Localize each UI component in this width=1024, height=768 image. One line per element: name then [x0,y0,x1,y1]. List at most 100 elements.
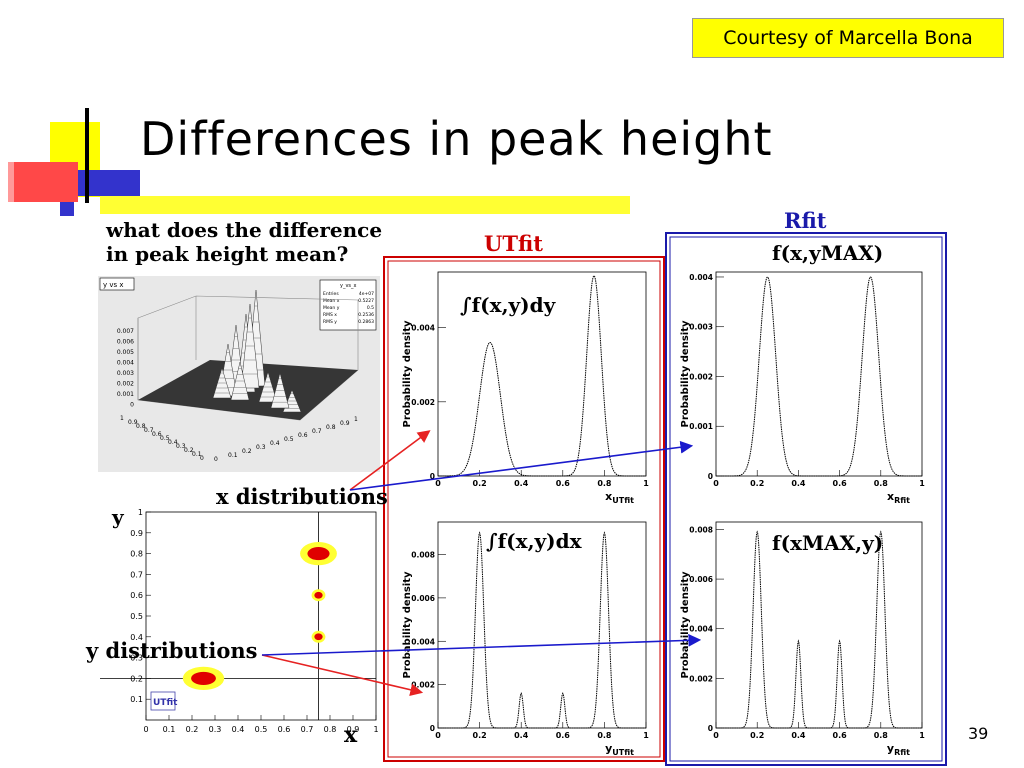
x-tick-label: 0 [435,731,441,740]
contour-region-inner [314,591,323,599]
x-tick-label: 0.6 [556,731,571,740]
x-tick-label: 0.6 [833,731,848,740]
lego-z-tick: 0.002 [117,381,134,388]
y-tick-label: 0.004 [689,625,713,634]
arrow-y-utfit [261,654,424,697]
page-number: 39 [968,724,989,743]
x-tick-label: 0.8 [597,731,612,740]
lego-stat-value: 0.2536 [358,312,374,318]
contour-logo-box [150,691,176,711]
lego-stat-value: 0.5 [367,305,374,311]
density-curve [438,531,646,729]
y-axis-label: Probability density [680,571,691,678]
density-curve [438,275,646,477]
lego-stats-title: y_vs_x [340,283,357,289]
lego-x-tick: 0.8 [326,424,336,431]
contour-x-tick: 0.3 [209,725,222,734]
lego-stat-key: Entries [323,291,339,297]
y-tick-label: 0 [430,472,435,481]
panel-frame [437,271,647,477]
x-tick-label: 0.6 [833,479,848,488]
x-axis-label: yUTfit [605,742,634,757]
title-ornament [8,108,140,216]
contour-plot: 0 0.1 0.1 0.2 0.2 0.3 0.3 0.4 0.4 0.5 0.5 0.6 0.6 0.7… [100,505,379,748]
lego-y-tick: 0.2 [184,447,194,454]
utfit-frame [383,256,665,762]
panel-annotation: ∫f(x,y)dx [486,529,583,553]
lego-x-tick: 0.3 [256,444,266,451]
lego-x-tick: 0.7 [312,428,322,435]
slide-title: Differences in peak height [140,112,773,166]
y-tick-label: 0.006 [689,575,713,584]
x-tick-label: 0.2 [473,731,487,740]
y-tick-label: 0 [708,472,713,481]
x-tick-label: 0.2 [750,731,764,740]
lego-stat-value: 0.5227 [358,298,374,304]
x-tick-label: 1 [919,479,925,488]
question-text: what does the difference in peak height … [106,218,406,266]
utfit-label: UTfit [484,231,543,256]
contour-region-inner [191,671,216,685]
contour-region-inner [307,547,330,561]
lego-stat-value: 0.2863 [358,319,374,325]
x-tick-label: 1 [919,731,925,740]
rfit-frame-inner [669,236,943,762]
lego-y-tick: 0.9 [128,419,138,426]
contour-x-letter: x [344,722,358,748]
contour-logo: UTfit [153,698,178,708]
y-tick-label: 0.002 [411,681,435,690]
panel-rfit-y: 0 0.2 0.4 0.6 0.8 1 0 0.002 0.004 0.006 0.008 Proba… [680,521,925,757]
x-tick-label: 1 [643,479,649,488]
lego-y-tick: 0.4 [168,439,178,446]
x-tick-label: 0.4 [791,731,806,740]
x-tick-label: 0.8 [874,479,889,488]
x-axis-label: xUTfit [605,490,634,505]
panel-annotation: f(xMAX,y) [772,531,883,555]
lego-y-tick: 1 [120,415,124,422]
y-tick-label: 0.004 [411,324,435,333]
contour-y-tick: 0.3 [130,654,143,663]
y-tick-label: 0.003 [689,323,713,332]
contour-x-tick: 0.4 [232,725,245,734]
rfit-frame [665,232,947,766]
x-distributions-label: x distributions [216,484,388,509]
x-tick-label: 0 [713,479,719,488]
lego-x-tick: 0 [214,456,218,463]
lego-y-tick: 0.5 [160,435,170,442]
contour-y-letter: y [111,505,125,529]
contour-region-inner [314,633,323,641]
x-tick-label: 0.8 [597,479,612,488]
y-tick-label: 0.002 [411,398,435,407]
lego-x-tick: 0.6 [298,432,308,439]
panel-frame [715,521,923,729]
x-tick-label: 1 [643,731,649,740]
contour-y-tick: 0.9 [130,529,143,538]
lego-stat-value: 4e+07 [359,291,374,297]
x-tick-label: 0 [435,479,441,488]
arrow-x-rfit [349,440,694,491]
lego-y-tick: 0 [200,455,204,462]
contour-x-tick: 0.8 [324,725,337,734]
panel-rfit-x: 0 0.2 0.4 0.6 0.8 1 0 0.001 0.002 0.003 0.004 Proba… [680,241,925,505]
contour-x-tick: 0.1 [163,725,176,734]
density-curve [716,276,922,477]
lego-stat-key: RMS y [323,319,337,325]
lego-y-tick: 0.1 [192,451,202,458]
lego-z-tick: 0.007 [117,328,134,335]
y-tick-label: 0.002 [689,674,713,683]
utfit-frame-inner [387,260,661,758]
rfit-label: Rfit [784,208,827,233]
lego-z-tick: 0.006 [117,339,134,346]
contour-y-tick: 0.4 [130,633,143,642]
question-line-1: what does the difference [106,218,383,242]
lego-stat-key: Mean y [323,305,340,311]
lego-x-tick: 0.9 [340,420,350,427]
lego-stat-key: Mean x [323,298,340,304]
y-tick-label: 0.008 [689,525,713,534]
contour-x-tick: 0.2 [186,725,199,734]
lego-x-tick: 0.2 [242,448,252,455]
lego-stat-key: RMS x [323,312,337,318]
x-tick-label: 0.4 [514,479,529,488]
